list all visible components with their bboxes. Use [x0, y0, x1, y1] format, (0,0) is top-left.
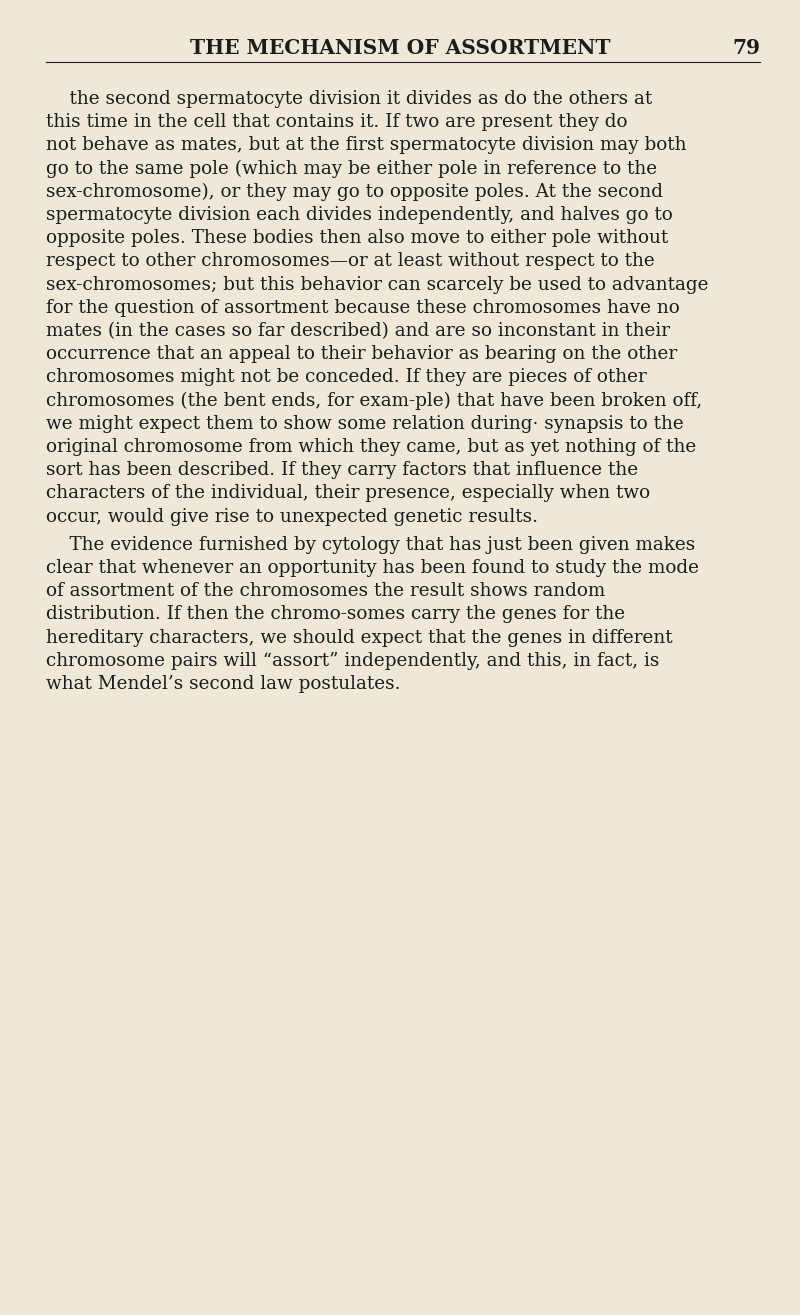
Text: sex-chromosomes; but this behavior can scarcely be used to advantage: sex-chromosomes; but this behavior can s… [46, 276, 709, 293]
Text: chromosomes (the bent ends, for exam-ple) that have been broken off,: chromosomes (the bent ends, for exam-ple… [46, 392, 702, 410]
Text: mates (in the cases so far described) and are so inconstant in their: mates (in the cases so far described) an… [46, 322, 670, 341]
Text: original chromosome from which they came, but as yet nothing of the: original chromosome from which they came… [46, 438, 696, 456]
Text: hereditary characters, we should expect that the genes in different: hereditary characters, we should expect … [46, 629, 673, 647]
Text: chromosomes might not be conceded. If they are pieces of other: chromosomes might not be conceded. If th… [46, 368, 646, 387]
Text: of assortment of the chromosomes the result shows random: of assortment of the chromosomes the res… [46, 583, 606, 600]
Text: sex-chromosome), or they may go to opposite poles. At the second: sex-chromosome), or they may go to oppos… [46, 183, 663, 201]
Text: distribution. If then the chromo-somes carry the genes for the: distribution. If then the chromo-somes c… [46, 605, 625, 623]
Text: spermatocyte division each divides independently, and halves go to: spermatocyte division each divides indep… [46, 206, 673, 224]
Text: this time in the cell that contains it. If two are present they do: this time in the cell that contains it. … [46, 113, 627, 132]
Text: opposite poles. These bodies then also move to either pole without: opposite poles. These bodies then also m… [46, 229, 668, 247]
Text: go to the same pole (which may be either pole in reference to the: go to the same pole (which may be either… [46, 159, 657, 178]
Text: the second spermatocyte division it divides as do the others at: the second spermatocyte division it divi… [46, 89, 652, 108]
Text: characters of the individual, their presence, especially when two: characters of the individual, their pres… [46, 484, 650, 502]
Text: occurrence that an appeal to their behavior as bearing on the other: occurrence that an appeal to their behav… [46, 346, 677, 363]
Text: for the question of assortment because these chromosomes have no: for the question of assortment because t… [46, 299, 680, 317]
Text: respect to other chromosomes—or at least without respect to the: respect to other chromosomes—or at least… [46, 252, 654, 271]
Text: THE MECHANISM OF ASSORTMENT: THE MECHANISM OF ASSORTMENT [190, 38, 610, 58]
Text: not behave as mates, but at the first spermatocyte division may both: not behave as mates, but at the first sp… [46, 137, 686, 154]
Text: clear that whenever an opportunity has been found to study the mode: clear that whenever an opportunity has b… [46, 559, 699, 577]
Text: we might expect them to show some relation during· synapsis to the: we might expect them to show some relati… [46, 414, 684, 433]
Text: chromosome pairs will “assort” independently, and this, in fact, is: chromosome pairs will “assort” independe… [46, 652, 659, 669]
Text: The evidence furnished by cytology that has just been given makes: The evidence furnished by cytology that … [46, 535, 695, 554]
Text: what Mendel’s second law postulates.: what Mendel’s second law postulates. [46, 675, 401, 693]
Text: 79: 79 [732, 38, 760, 58]
Text: sort has been described. If they carry factors that influence the: sort has been described. If they carry f… [46, 462, 638, 479]
Text: occur, would give rise to unexpected genetic results.: occur, would give rise to unexpected gen… [46, 508, 538, 526]
